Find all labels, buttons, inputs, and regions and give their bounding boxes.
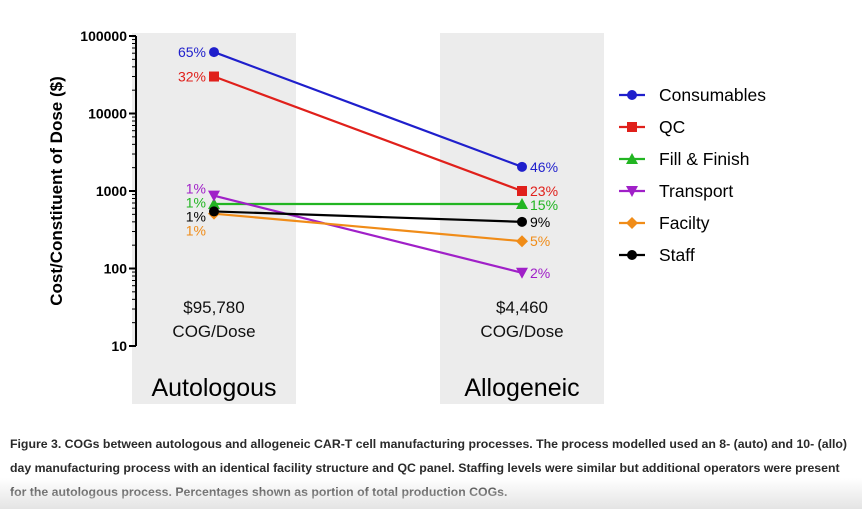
cog-chart: 10 100 1000 10000 100000 Cost/Constituent of … xyxy=(47,28,766,404)
point-0-1 xyxy=(517,161,527,172)
y-tick-label-4: 100000 xyxy=(80,28,127,44)
legend-marker-1 xyxy=(627,122,637,132)
series-line-3 xyxy=(213,194,523,274)
point-5-0 xyxy=(209,206,219,217)
point-5-1 xyxy=(517,216,527,227)
y-tick-label-3: 10000 xyxy=(88,106,127,122)
total-value-1: $4,460 xyxy=(496,298,548,317)
pct-label-2-1: 15% xyxy=(530,197,558,213)
legend-marker-3 xyxy=(626,186,638,197)
y-tick-label-0: 10 xyxy=(111,338,127,354)
legend-label-2: Fill & Finish xyxy=(659,149,749,169)
figure-caption: Figure 3. COGs between autologous and al… xyxy=(10,437,848,499)
pct-label-1-1: 23% xyxy=(530,183,558,199)
legend-label-1: QC xyxy=(659,117,685,137)
y-tick-label-1: 100 xyxy=(104,261,128,277)
point-1-0 xyxy=(209,71,219,82)
category-label-1: Allogeneic xyxy=(464,374,579,402)
pct-label-3-1: 2% xyxy=(530,265,550,281)
series-line-4 xyxy=(213,212,523,243)
legend-label-0: Consumables xyxy=(659,85,766,105)
pct-label-3-0: 1% xyxy=(186,181,206,197)
point-2-1 xyxy=(516,197,528,209)
legend-label-3: Transport xyxy=(659,181,733,201)
pct-label-0-0: 65% xyxy=(178,44,206,60)
legend-label-5: Staff xyxy=(659,245,695,265)
legend-label-4: Facilty xyxy=(659,213,710,233)
point-2-0 xyxy=(208,197,220,209)
pct-label-0-1: 46% xyxy=(530,159,558,175)
total-value-0: $95,780 xyxy=(183,298,244,317)
category-label-0: Autologous xyxy=(151,374,276,402)
legend-marker-5 xyxy=(627,250,637,260)
y-tick-label-2: 1000 xyxy=(96,183,127,199)
pct-label-2-0: 1% xyxy=(186,195,206,211)
series-line-0 xyxy=(213,51,523,168)
point-0-0 xyxy=(209,47,219,58)
point-1-1 xyxy=(517,186,527,196)
point-4-1 xyxy=(516,235,528,248)
pct-label-1-0: 32% xyxy=(178,69,206,85)
total-unit-1: COG/Dose xyxy=(480,322,563,341)
legend-marker-4 xyxy=(626,217,638,229)
point-3-0 xyxy=(208,190,220,202)
total-unit-0: COG/Dose xyxy=(172,322,255,341)
point-3-1 xyxy=(516,267,528,279)
pct-label-4-1: 5% xyxy=(530,233,550,249)
pct-label-4-0: 1% xyxy=(186,223,206,239)
series-line-1 xyxy=(213,75,523,193)
pct-label-5-1: 9% xyxy=(530,214,550,230)
legend-marker-0 xyxy=(627,90,637,100)
pct-label-5-0: 1% xyxy=(186,209,206,225)
y-axis-title: Cost/Constituent of Dose ($) xyxy=(47,76,66,306)
series-line-5 xyxy=(213,210,523,223)
legend-marker-2 xyxy=(626,153,638,164)
